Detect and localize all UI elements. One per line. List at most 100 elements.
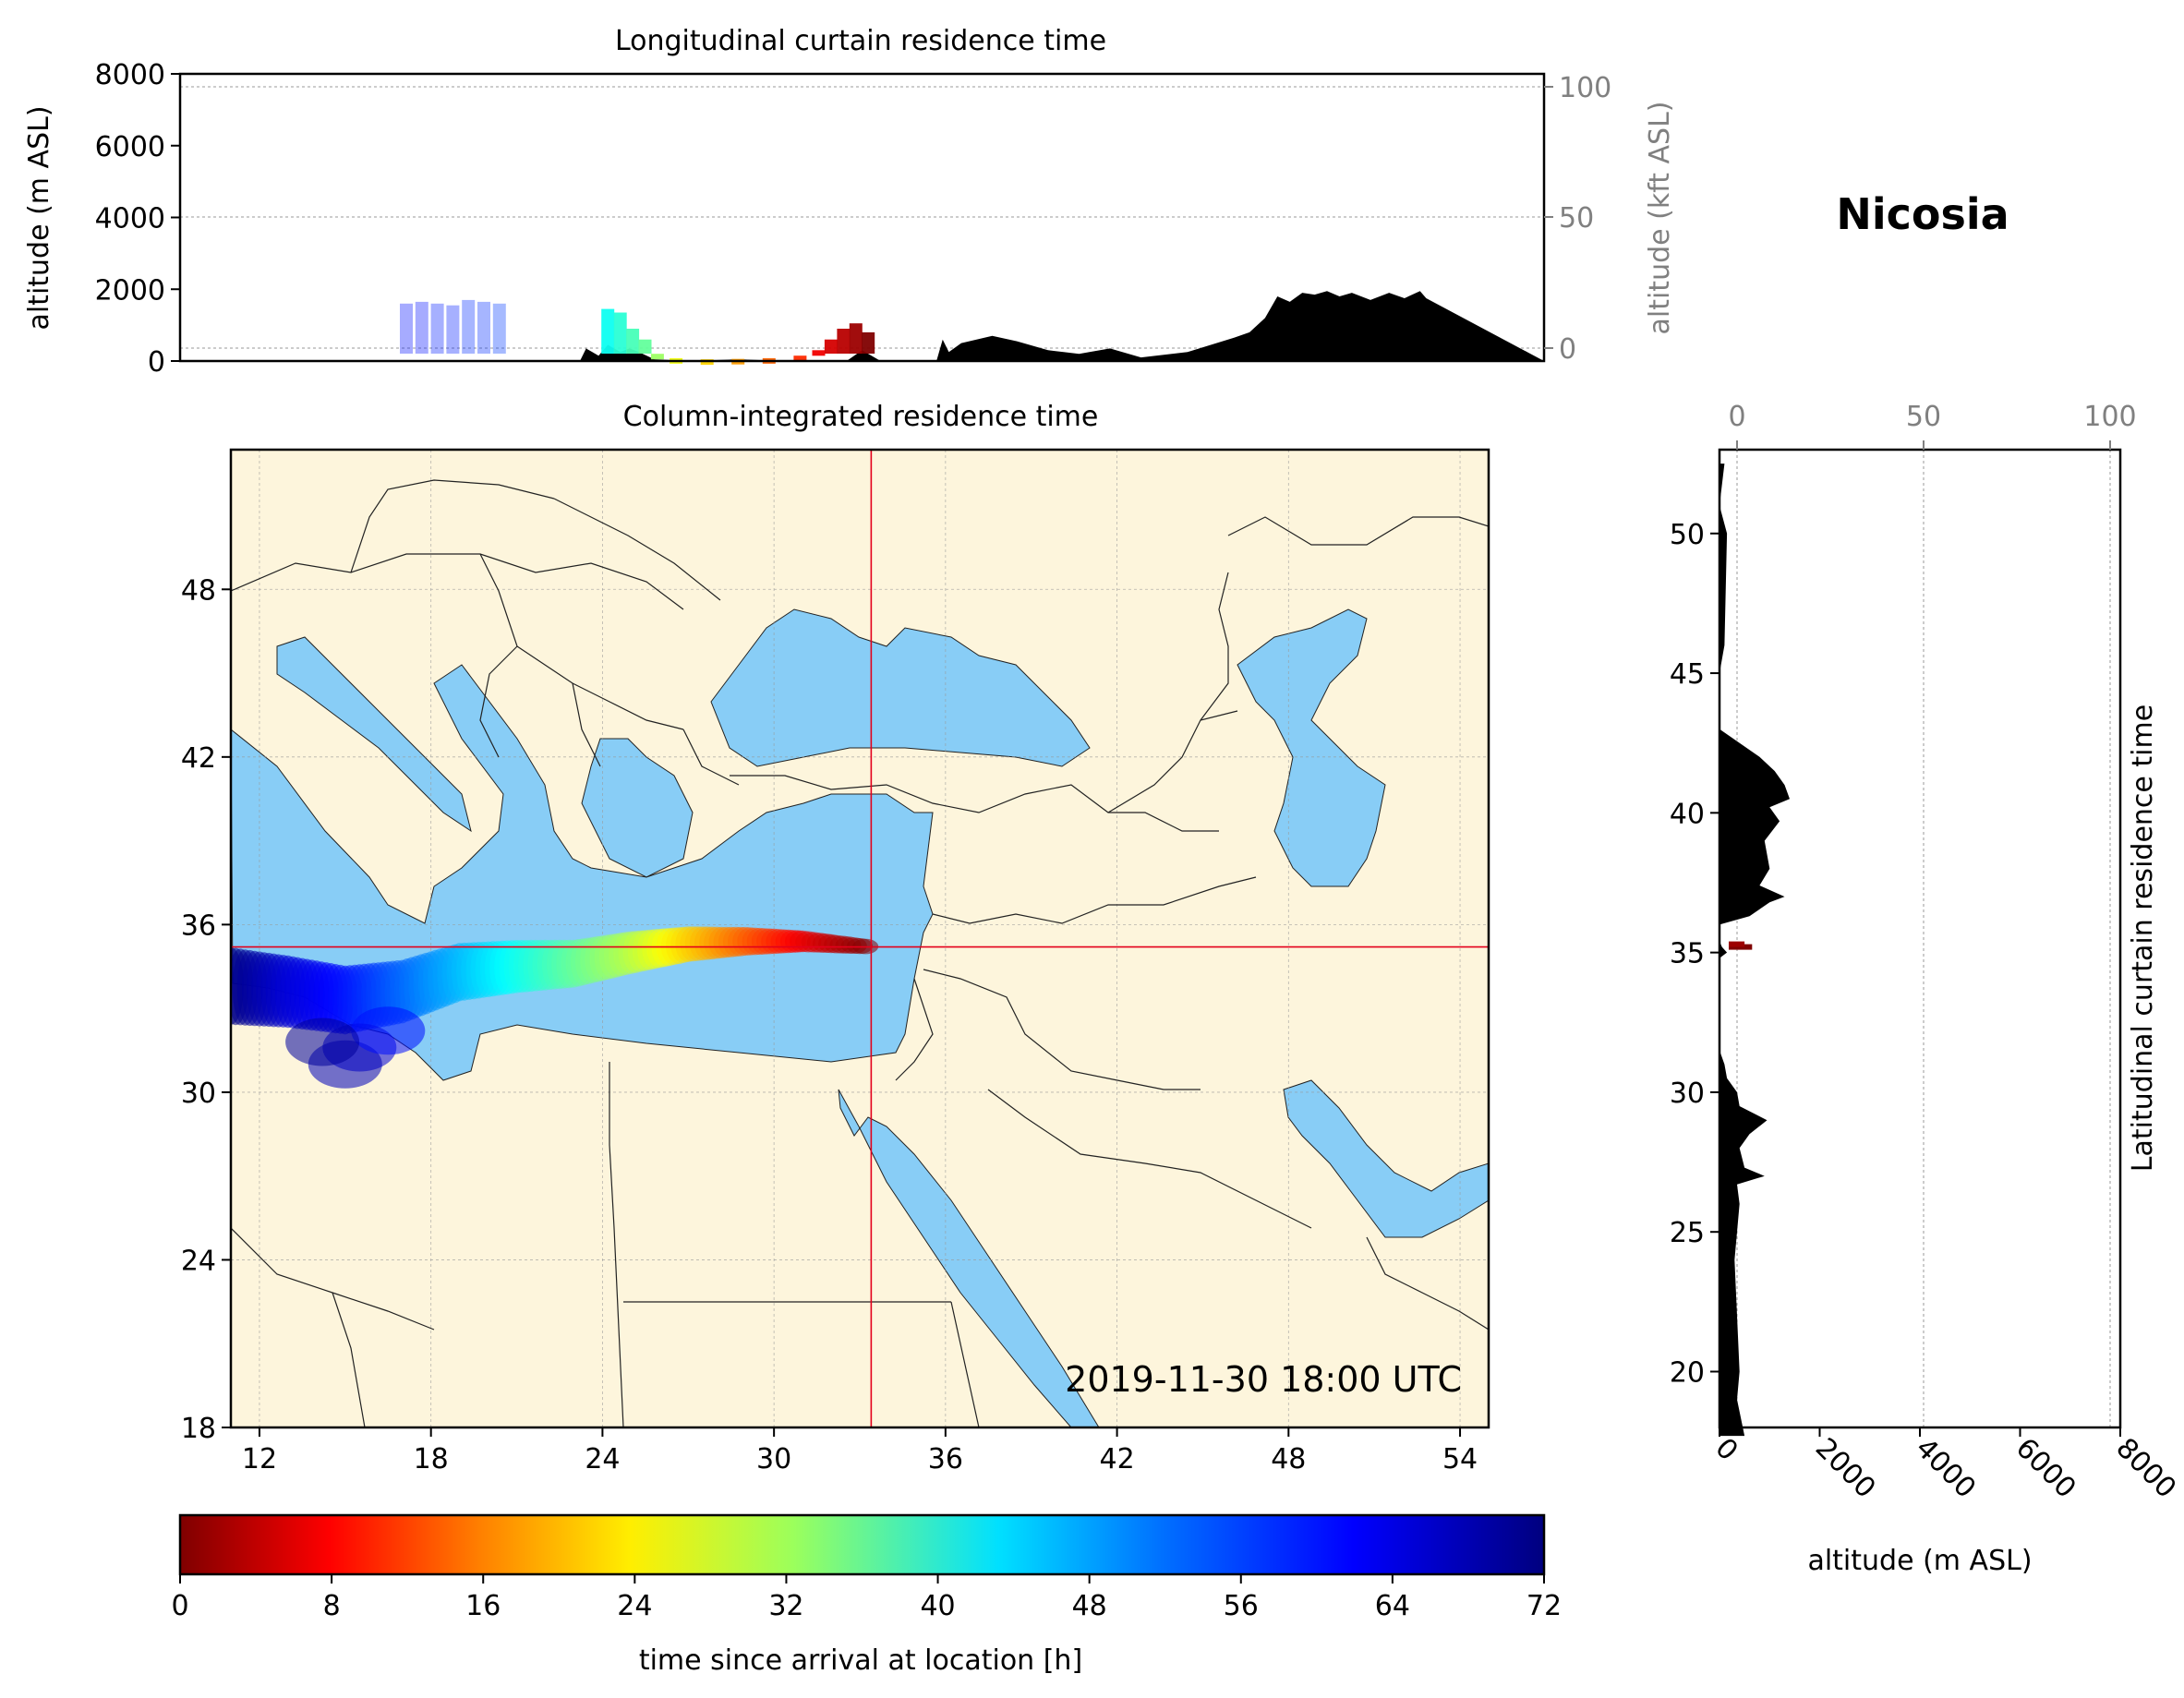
y-tick-label: 2000 xyxy=(95,274,165,307)
y-tick-label: 36 xyxy=(181,909,216,942)
plume-column xyxy=(446,305,460,354)
y-tick-label: 25 xyxy=(1670,1217,1705,1249)
latitudinal-plot-area xyxy=(1719,450,2120,1427)
x-tick-label: 18 xyxy=(414,1443,449,1475)
plume-column xyxy=(626,329,640,354)
x-tick-label: 42 xyxy=(1099,1443,1134,1475)
x-tick-label: 24 xyxy=(585,1443,620,1475)
plume-column xyxy=(492,303,506,354)
plume-cell xyxy=(351,1006,426,1055)
map-y-ticks: 18 24 30 36 42 48 xyxy=(181,574,231,1445)
latitudinal-residence-marks xyxy=(1729,941,1753,950)
longitudinal-ylabel-right: altitude (kft ASL) xyxy=(1644,101,1676,334)
location-title: Nicosia xyxy=(1836,189,2009,239)
plume-column xyxy=(462,299,476,354)
colorbar: 0 8 16 24 32 40 48 56 64 72 time since arrival at… xyxy=(171,1513,1562,1677)
longitudinal-ylabel: altitude (m ASL) xyxy=(23,105,55,330)
x-tick-label: 54 xyxy=(1442,1443,1478,1475)
sea-red xyxy=(838,1089,1100,1427)
longitudinal-terrain-profile xyxy=(180,291,1544,361)
colorbar-tick-label: 8 xyxy=(323,1590,341,1622)
plume-column xyxy=(650,354,664,360)
y-tick-label: 24 xyxy=(181,1245,216,1277)
residence-mark xyxy=(1729,941,1745,947)
residence-plume xyxy=(231,926,879,1089)
latitudinal-x-ticks: 0 2000 4000 6000 8000 xyxy=(1708,1427,2182,1505)
longitudinal-residence-plume xyxy=(400,299,875,366)
longitudinal-y-ticks: 0 2000 4000 6000 8000 xyxy=(95,59,180,379)
y-tick-label: 0 xyxy=(148,346,165,379)
plume-column xyxy=(415,301,428,354)
colorbar-label: time since arrival at location [h] xyxy=(639,1644,1082,1677)
map-x-ticks: 12 18 24 30 36 42 48 54 xyxy=(242,1427,1478,1475)
timestamp-label: 2019-11-30 18:00 UTC xyxy=(1065,1359,1462,1400)
plume-column xyxy=(849,323,863,354)
country-borders xyxy=(231,479,1489,1427)
y-tick-label: 42 xyxy=(181,742,216,775)
longitudinal-title: Longitudinal curtain residence time xyxy=(615,25,1106,57)
sea-aegean xyxy=(581,738,694,878)
colorbar-tick-label: 64 xyxy=(1375,1590,1410,1622)
colorbar-tick-label: 48 xyxy=(1072,1590,1107,1622)
y-tick-label: 8000 xyxy=(95,59,165,91)
map-gridlines xyxy=(231,450,1489,1427)
y-tick-label: 35 xyxy=(1670,938,1705,970)
x-tick-label: 6000 xyxy=(2009,1432,2082,1505)
y-tick-label: 30 xyxy=(181,1078,216,1110)
plume-column xyxy=(824,339,838,354)
colorbar-gradient xyxy=(178,1513,1546,1576)
sea-caspian xyxy=(1237,608,1386,887)
plume-column xyxy=(430,303,444,354)
plume-column xyxy=(613,312,627,354)
y-tick-label: 6000 xyxy=(95,131,165,163)
plume-column xyxy=(601,308,615,354)
top-tick-label: 0 xyxy=(1728,401,1745,433)
sea-persian-gulf xyxy=(1283,1079,1489,1238)
colorbar-tick-label: 32 xyxy=(768,1590,803,1622)
right-tick-label: 0 xyxy=(1559,333,1576,366)
plume-column xyxy=(812,350,826,356)
plume-column xyxy=(400,303,413,354)
colorbar-tick-label: 40 xyxy=(920,1590,955,1622)
y-tick-label: 50 xyxy=(1670,519,1705,551)
top-tick-label: 50 xyxy=(1906,401,1941,433)
x-tick-label: 2000 xyxy=(1809,1432,1882,1505)
x-tick-label: 4000 xyxy=(1909,1432,1982,1505)
column-integrated-panel: Column-integrated residence time xyxy=(181,401,1490,1475)
longitudinal-right-ticks: 0 50 100 xyxy=(1544,72,1611,366)
right-tick-label: 100 xyxy=(1559,72,1611,104)
y-tick-label: 20 xyxy=(1670,1356,1705,1389)
y-tick-label: 4000 xyxy=(95,203,165,235)
x-tick-label: 8000 xyxy=(2109,1432,2182,1505)
latitudinal-y-ticks: 20 25 30 35 40 45 50 xyxy=(1670,519,1719,1389)
sea-black xyxy=(710,608,1091,767)
y-tick-label: 30 xyxy=(1670,1078,1705,1110)
top-tick-label: 100 xyxy=(2083,401,2136,433)
latitudinal-gridlines xyxy=(1736,450,2111,1427)
sea-adriatic xyxy=(276,636,472,833)
x-tick-label: 0 xyxy=(1708,1432,1744,1467)
colorbar-ticks: 0 8 16 24 32 40 48 56 64 72 xyxy=(171,1574,1562,1622)
map-frame xyxy=(229,448,1490,1429)
plume-column xyxy=(862,331,875,354)
colorbar-tick-label: 16 xyxy=(465,1590,501,1622)
plume-cell xyxy=(285,1018,360,1066)
x-tick-label: 48 xyxy=(1271,1443,1306,1475)
x-tick-label: 12 xyxy=(242,1443,277,1475)
plume-column xyxy=(477,301,490,354)
plume-column xyxy=(793,355,807,362)
longitudinal-curtain-panel: Longitudinal curtain residence time 0 200… xyxy=(23,25,1676,379)
y-tick-label: 18 xyxy=(181,1413,216,1445)
map-title: Column-integrated residence time xyxy=(623,401,1099,433)
plume-column xyxy=(837,329,851,354)
y-tick-label: 45 xyxy=(1670,658,1705,691)
y-tick-label: 48 xyxy=(181,574,216,607)
latitudinal-top-ticks: 0 50 100 xyxy=(1728,401,2137,450)
plume-column xyxy=(638,339,652,354)
x-tick-label: 36 xyxy=(928,1443,963,1475)
latitudinal-xlabel: altitude (m ASL) xyxy=(1807,1545,2032,1577)
x-tick-label: 30 xyxy=(756,1443,791,1475)
colorbar-tick-label: 56 xyxy=(1224,1590,1259,1622)
